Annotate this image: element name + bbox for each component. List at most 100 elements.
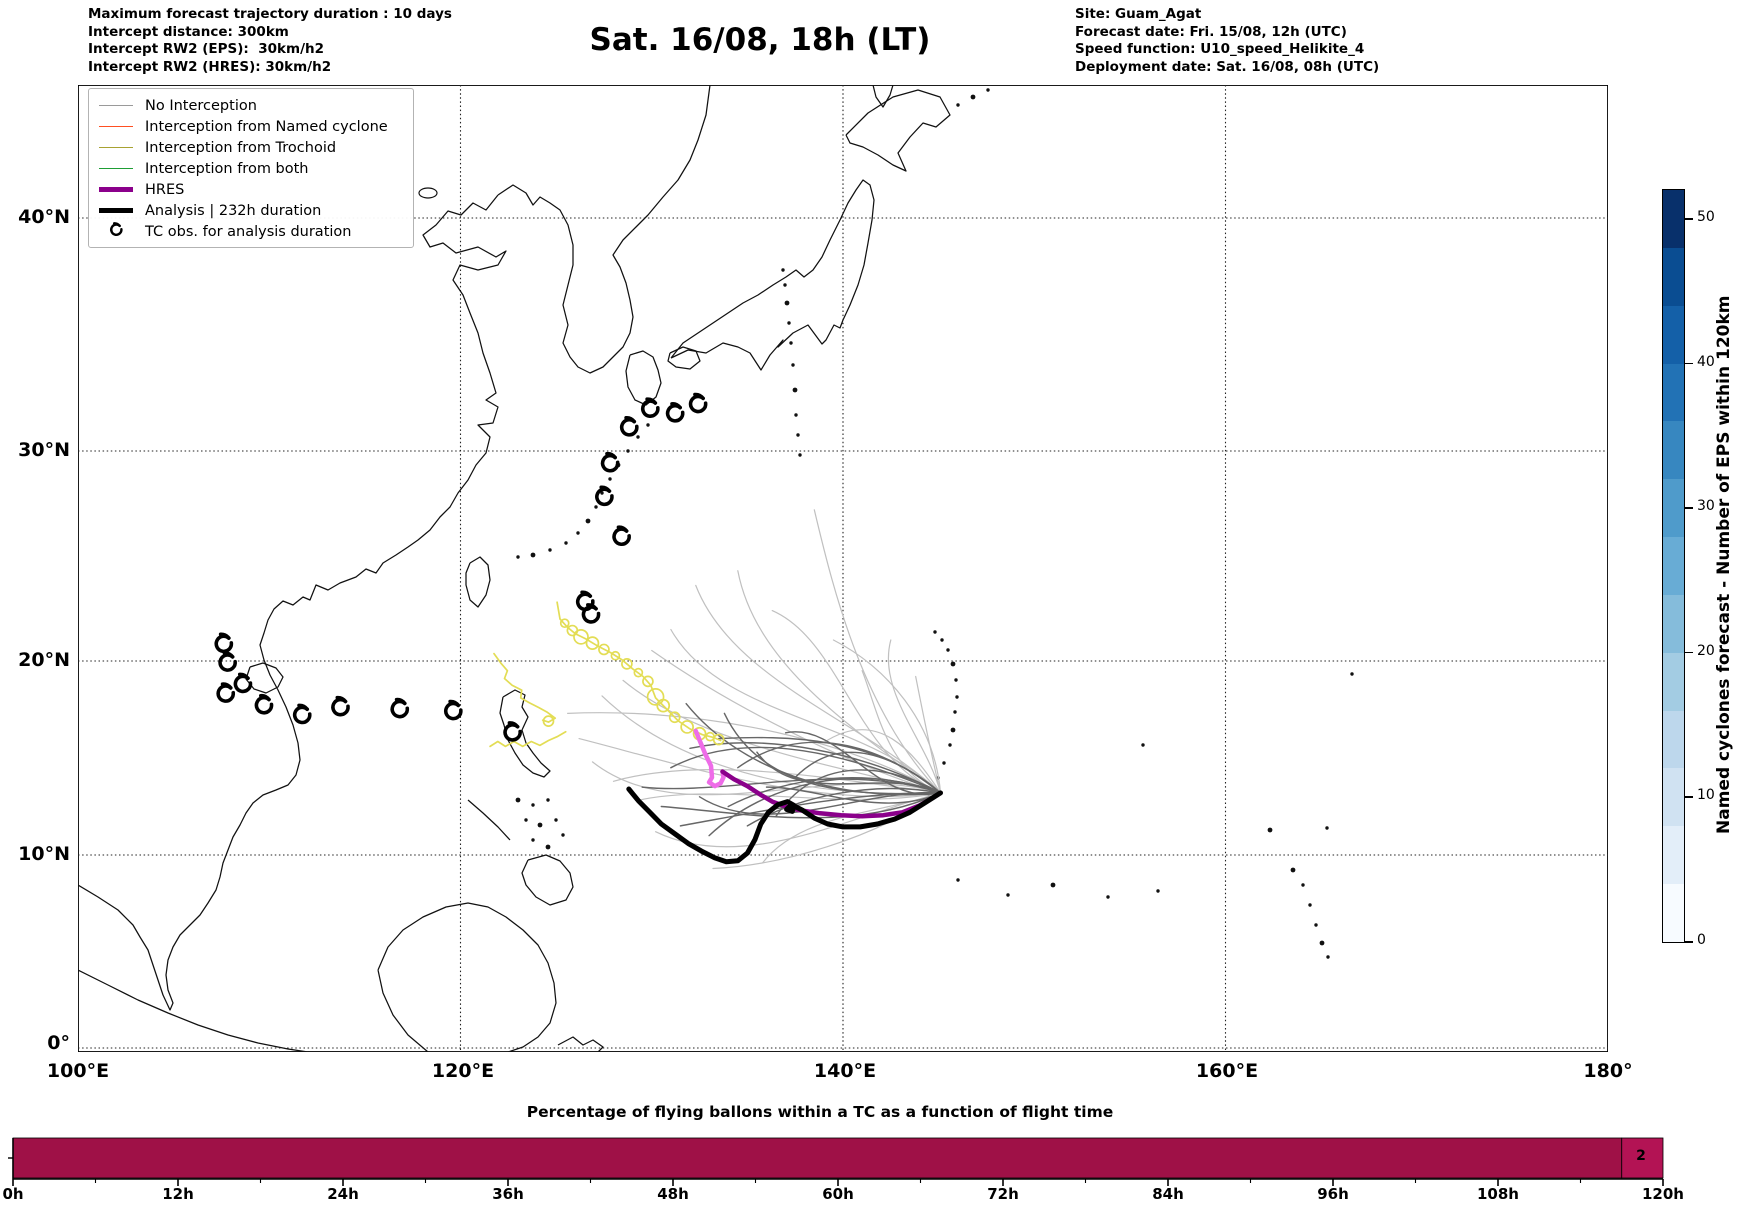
colorbar-step <box>1663 363 1684 422</box>
purple-line-swatch <box>99 187 133 192</box>
site-line: Site: Guam_Agat <box>1075 6 1202 22</box>
setting-line: Maximum forecast trajectory duration : 1… <box>88 6 452 22</box>
cyclone-icon <box>665 402 685 423</box>
lon-tick-140E: 140°E <box>813 1060 877 1082</box>
legend-item-named-cyclone: Interception from Named cyclone <box>99 116 403 137</box>
eps-count-colorbar <box>1662 189 1685 943</box>
cyclone-icon <box>612 525 631 547</box>
cyclone-icon <box>503 721 522 742</box>
legend-label: Interception from Named cyclone <box>145 118 388 135</box>
colorbar-tick <box>1685 651 1693 654</box>
legend-item-tc-obs: TC obs. for analysis duration <box>99 221 403 242</box>
cyclone-icon <box>600 451 620 473</box>
bar-xtick: 72h <box>987 1185 1019 1203</box>
tc-observation-markers <box>214 392 708 742</box>
colorbar-step <box>1663 768 1684 827</box>
colorbar-tick <box>1685 362 1693 365</box>
cyclone-icon <box>218 651 237 672</box>
black-line-swatch <box>99 208 133 213</box>
legend-item-both: Interception from both <box>99 158 403 179</box>
colorbar-tick-label: 50 <box>1697 208 1715 225</box>
setting-line: Intercept RW2 (HRES): 30km/h2 <box>88 58 332 75</box>
colorbar-tick-label: 30 <box>1697 498 1715 515</box>
legend-label: No Interception <box>145 97 257 114</box>
cyclone-icon <box>619 416 639 437</box>
lat-tick-30N: 30°N <box>18 439 70 461</box>
cyclone-icon <box>233 672 253 694</box>
colorbar-step <box>1663 884 1684 942</box>
legend-label: Interception from both <box>145 160 309 177</box>
colorbar-step <box>1663 479 1684 538</box>
lon-tick-160E: 160°E <box>1195 1060 1259 1082</box>
main-trajectories <box>489 601 943 865</box>
lat-tick-20N: 20°N <box>18 649 70 671</box>
colorbar-step <box>1663 710 1684 769</box>
cyclone-icon <box>292 703 312 725</box>
legend-item-no-interception: No Interception <box>99 95 403 116</box>
legend-item-hres: HRES <box>99 179 403 200</box>
lon-tick-100E: 100°E <box>46 1060 110 1082</box>
site-info-block: Site: Guam_Agat Forecast date: Fri. 15/0… <box>1075 6 1379 76</box>
cyclone-icon <box>214 632 234 654</box>
cyclone-icon <box>331 695 350 717</box>
colorbar-step <box>1663 421 1684 480</box>
legend-label: TC obs. for analysis duration <box>145 223 352 240</box>
bar-series <box>12 1137 1664 1179</box>
lat-tick-0: 0° <box>47 1032 70 1054</box>
lon-tick-180: 180° <box>1583 1060 1633 1082</box>
setting-line: Intercept distance: 300km <box>88 23 289 40</box>
legend-item-analysis: Analysis | 232h duration <box>99 200 403 221</box>
cyclone-icon <box>390 697 410 719</box>
green-line-swatch <box>99 168 133 169</box>
colorbar-tick <box>1685 217 1693 220</box>
trajectory-map <box>78 85 1608 1052</box>
map-legend: No Interception Interception from Named … <box>88 88 414 248</box>
site-line: Forecast date: Fri. 15/08, 12h (UTC) <box>1075 23 1347 40</box>
bar-axis <box>8 1138 1664 1186</box>
bar-xtick: 108h <box>1477 1185 1519 1203</box>
eps-trajectories <box>567 509 942 870</box>
bar-xtick: 12h <box>162 1185 194 1203</box>
cyclone-icon <box>640 397 660 418</box>
orange-line-swatch <box>99 126 133 127</box>
colorbar-step <box>1663 305 1684 364</box>
cyclone-icon <box>688 392 708 414</box>
gray-line-swatch <box>99 105 133 106</box>
bar-end-count-label: 2 <box>1636 1148 1646 1164</box>
lon-tick-120E: 120°E <box>431 1060 495 1082</box>
cyclone-icon <box>581 603 601 624</box>
bar-xtick: 60h <box>822 1185 854 1203</box>
cyclone-icon <box>99 220 133 244</box>
bar-xtick: 96h <box>1317 1185 1349 1203</box>
site-line: Deployment date: Sat. 16/08, 08h (UTC) <box>1075 58 1380 75</box>
colorbar-tick-label: 0 <box>1697 932 1706 948</box>
bar-xtick: 36h <box>492 1185 524 1203</box>
colorbar-tick <box>1685 941 1693 943</box>
colorbar-tick <box>1685 507 1693 509</box>
bar-xtick: 24h <box>327 1185 359 1203</box>
forecast-settings-block: Maximum forecast trajectory duration : 1… <box>88 6 452 76</box>
legend-label: HRES <box>145 181 185 198</box>
lat-tick-40N: 40°N <box>18 206 70 228</box>
page-title: Sat. 16/08, 18h (LT) <box>589 22 931 58</box>
colorbar-label: Named cyclones forecast - Number of EPS … <box>1714 295 1734 835</box>
olive-line-swatch <box>99 147 133 148</box>
colorbar-step <box>1663 537 1684 595</box>
coastlines <box>78 85 951 1052</box>
cyclone-icon <box>443 699 463 721</box>
colorbar-tick-label: 40 <box>1697 353 1715 370</box>
legend-label: Analysis | 232h duration <box>145 202 322 219</box>
bar-xtick: 120h <box>1642 1185 1684 1203</box>
setting-line: Intercept RW2 (EPS): 30km/h2 <box>88 41 324 57</box>
legend-label: Interception from Trochoid <box>145 139 337 156</box>
cyclone-icon <box>216 682 236 703</box>
colorbar-tick-label: 20 <box>1697 642 1715 659</box>
colorbar-tick-label: 10 <box>1697 787 1715 804</box>
bar-xtick: 84h <box>1152 1185 1184 1203</box>
colorbar-step <box>1663 190 1684 248</box>
colorbar-tick <box>1685 796 1693 798</box>
cyclone-icon <box>254 693 274 715</box>
cyclone-icon <box>595 485 614 507</box>
lat-tick-10N: 10°N <box>18 843 70 865</box>
colorbar-step <box>1663 826 1684 885</box>
